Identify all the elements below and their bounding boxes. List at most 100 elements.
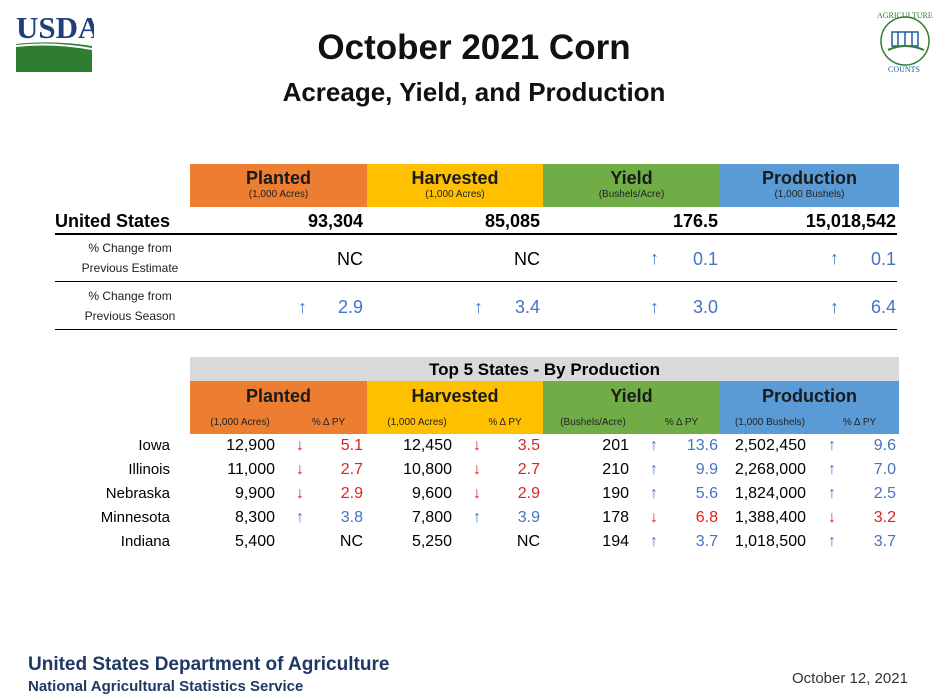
prev-est-harvested: NC [514,249,540,269]
arrow-up-icon: ↑ [650,485,658,502]
pct-production: 9.6 [873,437,896,454]
page-title: October 2021 Corn [317,28,631,67]
arrow-up-icon: ↑ [473,509,481,526]
arrow-down-icon: ↓ [296,461,304,478]
value-planted: 5,400 [234,533,275,550]
value-production: 1,824,000 [734,485,806,502]
arrow-up-icon: ↑ [828,485,836,502]
arrow-up-icon: ↑ [650,297,659,317]
arrow-up-icon: ↑ [650,461,658,478]
pct-yield: 6.8 [695,509,718,526]
sub-pct: % Δ PY [643,407,720,434]
state-name: Illinois [128,461,170,478]
pct-planted: 5.1 [340,437,363,454]
arrow-down-icon: ↓ [473,485,481,502]
pct-planted: 2.7 [340,461,363,478]
value-production: 1,388,400 [734,509,806,526]
value-harvested: 9,600 [411,485,452,502]
value-harvested: 5,250 [411,533,452,550]
sub-unit: (1,000 Acres) [367,407,467,434]
pct-harvested: 2.9 [517,485,540,502]
arrow-down-icon: ↓ [828,509,836,526]
pct-production: 3.7 [873,533,896,550]
value-planted: 12,900 [226,437,275,454]
pct-yield: 9.9 [695,461,718,478]
prev-est-planted: NC [337,249,363,269]
pct-harvested: 2.7 [517,461,540,478]
us-production: 15,018,542 [805,211,896,231]
sub-unit: (Bushels/Acre) [543,407,643,434]
top5-header-production: Production [720,381,899,407]
value-planted: 8,300 [234,509,275,526]
arrow-down-icon: ↓ [296,437,304,454]
pct-planted: NC [339,533,363,550]
arrow-up-icon: ↑ [474,297,483,317]
svg-text:COUNTS: COUNTS [888,65,920,74]
value-yield: 201 [602,437,629,454]
arrow-down-icon: ↓ [473,461,481,478]
divider [55,329,897,330]
header-harvested: Harvested (1,000 Acres) [367,164,543,207]
svg-text:USDA: USDA [16,10,94,45]
prev-season-production: 6.4 [870,297,896,317]
value-harvested: 10,800 [403,461,452,478]
arrow-up-icon: ↑ [298,297,307,317]
pct-production: 3.2 [873,509,896,526]
svg-text:AGRICULTURE: AGRICULTURE [877,11,933,20]
usda-logo: USDA [15,10,94,72]
pct-harvested: NC [516,533,540,550]
state-name: Indiana [120,533,170,550]
arrow-up-icon: ↑ [828,533,836,550]
us-label: United States [55,211,171,231]
top5-header-planted: Planted [190,381,367,407]
header-planted: Planted (1,000 Acres) [190,164,367,207]
release-date: October 12, 2021 [792,670,908,687]
us-planted: 93,304 [307,211,363,231]
us-yield: 176.5 [672,211,718,231]
arrow-up-icon: ↑ [830,297,839,317]
sub-unit: (1,000 Acres) [190,407,290,434]
value-harvested: 7,800 [411,509,452,526]
arrow-up-icon: ↑ [830,248,839,268]
prev-season-planted: 2.9 [337,297,363,317]
prev-season-yield: 3.0 [692,297,718,317]
pct-yield: 3.7 [695,533,718,550]
value-production: 2,268,000 [734,461,806,478]
prev-season-harvested: 3.4 [514,297,540,317]
value-production: 2,502,450 [734,437,806,454]
value-yield: 178 [602,509,629,526]
us-harvested: 85,085 [484,211,540,231]
top5-header-harvested: Harvested [367,381,543,407]
value-yield: 190 [602,485,629,502]
header-production: Production (1,000 Bushels) [720,164,899,207]
prev-est-yield: 0.1 [692,249,718,269]
sub-pct: % Δ PY [467,407,543,434]
footer-service: National Agricultural Statistics Service [28,678,304,695]
state-name: Nebraska [105,485,170,502]
prev-season-label: % Change from Previous Season [84,289,176,323]
top5-title: Top 5 States - By Production [190,357,899,381]
arrow-up-icon: ↑ [828,437,836,454]
arrow-down-icon: ↓ [473,437,481,454]
sub-pct: % Δ PY [820,407,899,434]
value-planted: 9,900 [234,485,275,502]
sub-unit: (1,000 Bushels) [720,407,820,434]
footer-agency: United States Department of Agriculture [28,654,390,675]
state-name: Minnesota [100,509,170,526]
divider [55,233,897,235]
value-planted: 11,000 [227,461,275,478]
arrow-down-icon: ↓ [296,485,304,502]
state-name: Iowa [138,437,170,454]
pct-planted: 2.9 [340,485,363,502]
page-subtitle: Acreage, Yield, and Production [282,77,666,107]
pct-yield: 13.6 [686,437,718,454]
value-yield: 210 [602,461,629,478]
sub-pct: % Δ PY [290,407,367,434]
pct-planted: 3.8 [340,509,363,526]
top5-header-yield: Yield [543,381,720,407]
arrow-up-icon: ↑ [828,461,836,478]
pct-harvested: 3.9 [517,509,540,526]
prev-est-production: 0.1 [870,249,896,269]
header-yield: Yield (Bushels/Acre) [543,164,720,207]
agriculture-counts-seal: AGRICULTURE COUNTS [877,11,933,74]
